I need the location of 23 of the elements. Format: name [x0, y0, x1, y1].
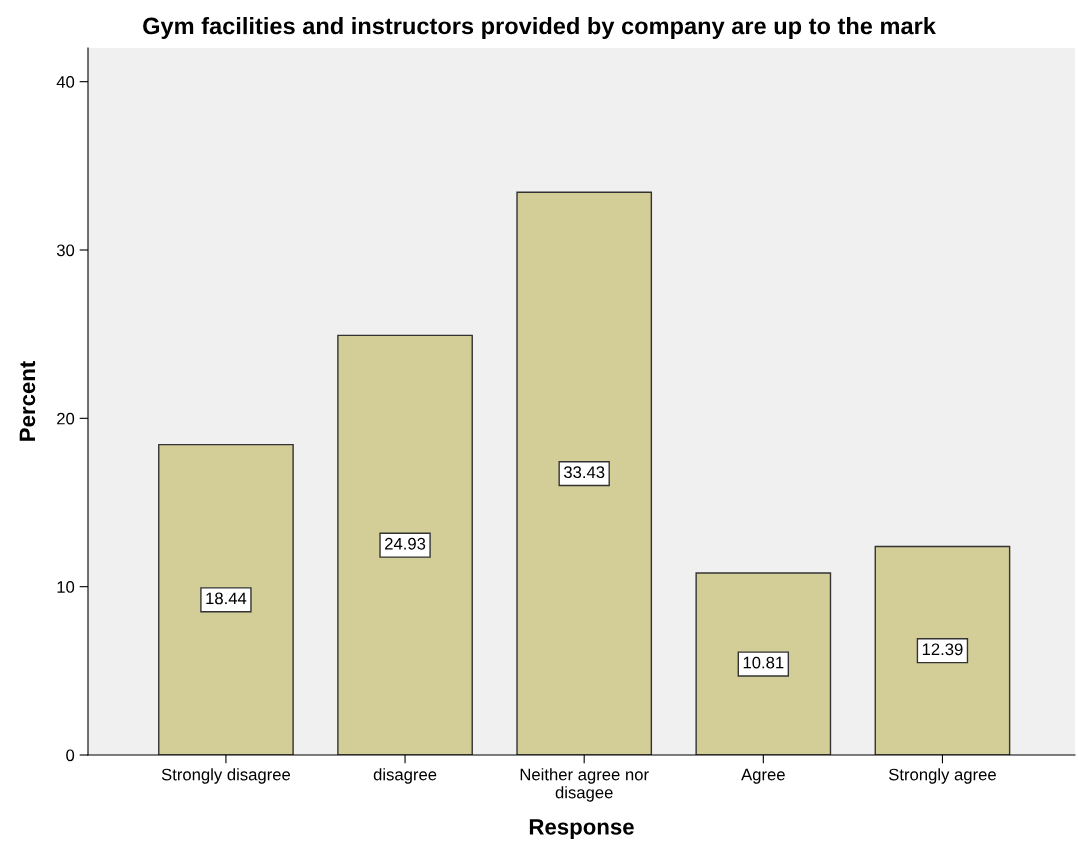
data-label: 10.81 — [743, 656, 784, 669]
x-tick-label: disagree — [373, 768, 437, 784]
x-tick-label: Strongly disagree — [161, 768, 291, 784]
chart-title: Gym facilities and instructors provided by company are up to the mark — [143, 17, 936, 39]
y-tick-label: 40 — [56, 76, 75, 88]
y-tick-label: 0 — [66, 749, 75, 762]
data-label: 24.93 — [385, 537, 426, 550]
data-label: 12.39 — [922, 643, 963, 656]
data-label: 33.43 — [563, 466, 605, 479]
x-tick-label: Neither agree nor disagee — [520, 768, 649, 802]
y-tick-label: 30 — [56, 244, 75, 257]
x-tick-label: Strongly agree — [889, 768, 996, 784]
data-label: 18.44 — [206, 592, 247, 605]
bar — [337, 334, 473, 755]
bar — [874, 545, 1011, 755]
x-tick-label: Agree — [741, 768, 785, 784]
bar — [516, 191, 653, 755]
bar — [158, 443, 294, 755]
x-axis-title: Response — [529, 819, 634, 840]
y-axis-title: Percent — [19, 361, 36, 441]
bar — [695, 572, 832, 755]
y-tick-label: 20 — [57, 412, 75, 425]
y-tick-label: 10 — [57, 581, 75, 593]
